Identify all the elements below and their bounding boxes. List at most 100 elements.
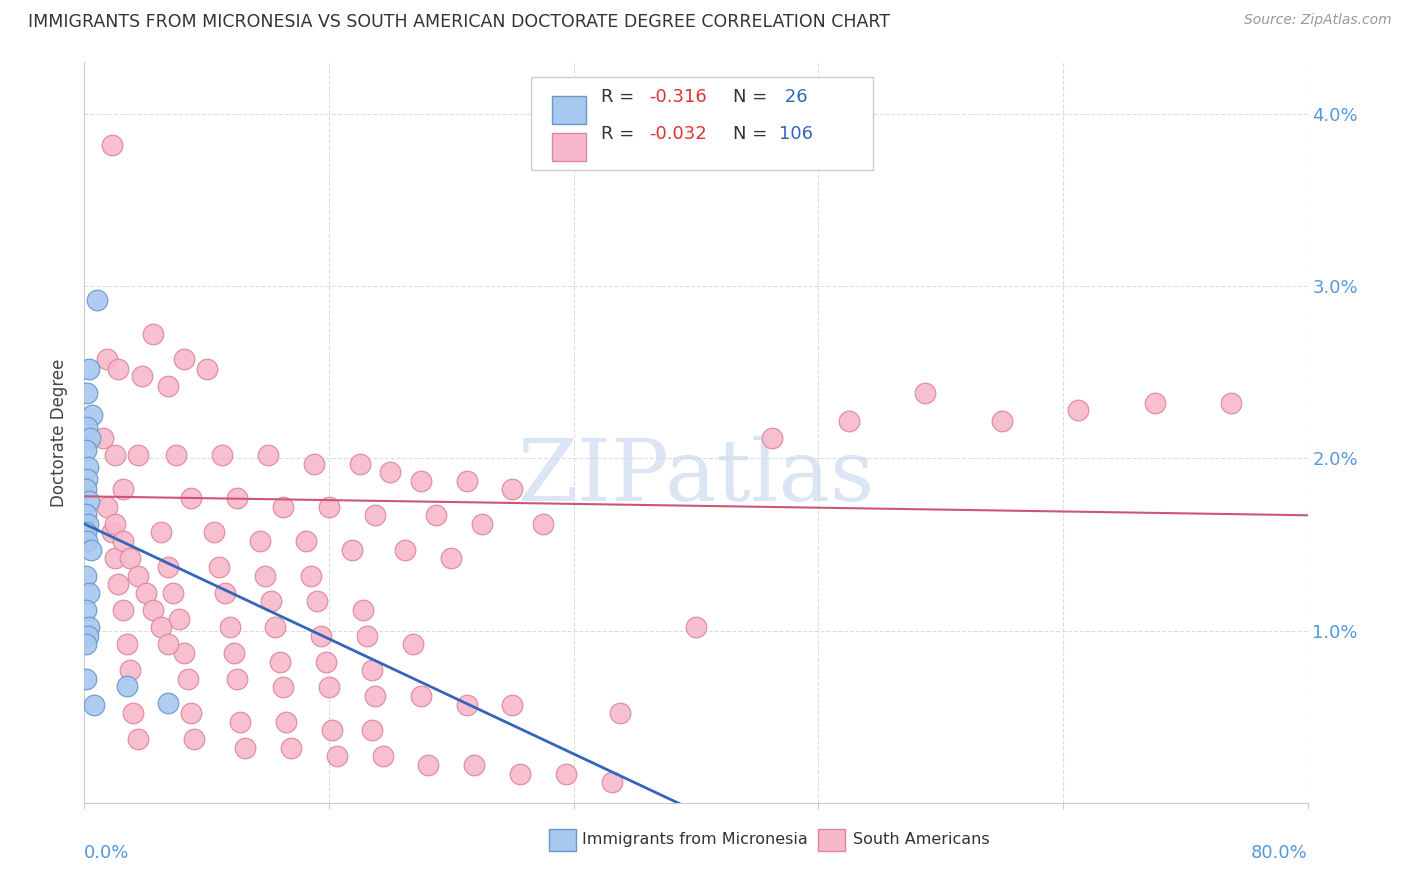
Point [211, 448, 233, 462]
Point [1220, 396, 1243, 410]
Point [101, 138, 124, 153]
Point [218, 620, 240, 634]
Point [360, 723, 382, 738]
Point [264, 620, 287, 634]
Text: -0.316: -0.316 [650, 88, 707, 106]
Point [295, 534, 318, 549]
Point [456, 474, 478, 488]
Point [360, 663, 382, 677]
Point [157, 560, 180, 574]
Point [991, 413, 1014, 427]
Point [340, 542, 363, 557]
Point [257, 448, 280, 462]
Point [180, 706, 202, 721]
Point [761, 431, 783, 445]
Point [321, 723, 343, 738]
Point [456, 698, 478, 712]
Point [80, 542, 103, 557]
Point [318, 500, 340, 514]
Point [79, 431, 101, 445]
Point [226, 672, 249, 686]
Bar [818, 829, 845, 851]
Point [609, 706, 631, 721]
Point [260, 594, 283, 608]
Point [111, 603, 134, 617]
Text: N =: N = [733, 88, 773, 106]
Y-axis label: Doctorate Degree: Doctorate Degree [51, 359, 69, 507]
Point [253, 568, 276, 582]
Point [76, 460, 98, 475]
Point [471, 516, 494, 531]
Text: R =: R = [600, 125, 640, 144]
Point [76, 534, 98, 549]
Point [183, 732, 205, 747]
Point [149, 620, 172, 634]
Point [131, 368, 153, 383]
Point [402, 637, 425, 651]
Bar [551, 95, 586, 124]
Point [96, 351, 118, 366]
Point [425, 508, 447, 523]
Point [318, 681, 340, 695]
Point [440, 551, 463, 566]
Point [86, 293, 108, 307]
Point [149, 525, 172, 540]
Point [299, 568, 322, 582]
Point [127, 732, 149, 747]
Point [502, 483, 524, 497]
Point [91, 431, 114, 445]
Point [76, 472, 98, 486]
Text: 80.0%: 80.0% [1251, 844, 1308, 862]
Point [364, 689, 387, 703]
Point [352, 603, 374, 617]
Point [127, 448, 149, 462]
Point [80, 409, 103, 423]
Point [202, 525, 225, 540]
Point [120, 551, 142, 566]
Point [127, 568, 149, 582]
Point [135, 586, 157, 600]
Point [142, 327, 165, 342]
Point [157, 379, 180, 393]
Point [1067, 403, 1090, 417]
Point [463, 758, 485, 772]
Point [177, 672, 200, 686]
Point [302, 457, 325, 471]
Point [75, 568, 97, 582]
Point [531, 516, 554, 531]
Point [233, 740, 256, 755]
Point [165, 448, 187, 462]
Point [142, 603, 165, 617]
Point [76, 386, 98, 401]
Point [1143, 396, 1166, 410]
Text: ZIPatlas: ZIPatlas [517, 435, 875, 518]
Point [409, 689, 432, 703]
Point [111, 534, 134, 549]
Point [76, 420, 98, 434]
Bar [551, 133, 586, 161]
Point [685, 620, 707, 634]
Point [600, 775, 623, 789]
Point [104, 448, 127, 462]
Point [77, 362, 100, 376]
Point [914, 386, 936, 401]
Point [107, 577, 129, 591]
Point [122, 706, 145, 721]
Point [167, 611, 190, 625]
FancyBboxPatch shape [531, 78, 873, 169]
Point [120, 663, 142, 677]
Text: Immigrants from Micronesia: Immigrants from Micronesia [582, 832, 808, 847]
Point [269, 655, 291, 669]
Point [75, 525, 97, 540]
Point [271, 681, 294, 695]
Point [356, 629, 378, 643]
Point [224, 646, 246, 660]
Point [96, 500, 118, 514]
Point [101, 525, 124, 540]
Point [162, 586, 184, 600]
Text: -0.032: -0.032 [650, 125, 707, 144]
Point [83, 698, 105, 712]
Point [371, 749, 394, 764]
Point [838, 413, 860, 427]
Point [311, 629, 333, 643]
